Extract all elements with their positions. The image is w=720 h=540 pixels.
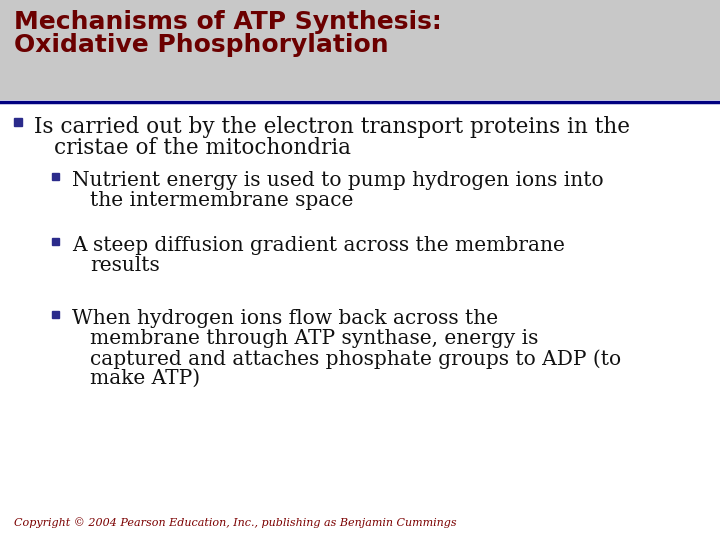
Text: cristae of the mitochondria: cristae of the mitochondria (54, 137, 351, 159)
Bar (52, 173, 59, 180)
Bar (52, 311, 59, 318)
Text: membrane through ATP synthase, energy is: membrane through ATP synthase, energy is (90, 329, 539, 348)
Text: Mechanisms of ATP Synthesis:: Mechanisms of ATP Synthesis: (14, 10, 442, 34)
Text: Copyright © 2004 Pearson Education, Inc., publishing as Benjamin Cummings: Copyright © 2004 Pearson Education, Inc.… (14, 517, 456, 528)
Text: results: results (90, 256, 160, 275)
Text: A steep diffusion gradient across the membrane: A steep diffusion gradient across the me… (72, 236, 565, 255)
Text: Is carried out by the electron transport proteins in the: Is carried out by the electron transport… (34, 116, 630, 138)
Bar (0, 0, 720, 100)
Text: captured and attaches phosphate groups to ADP (to: captured and attaches phosphate groups t… (90, 349, 621, 369)
Text: the intermembrane space: the intermembrane space (90, 191, 354, 210)
Bar (52, 238, 59, 245)
Text: Oxidative Phosphorylation: Oxidative Phosphorylation (14, 33, 389, 57)
Text: When hydrogen ions flow back across the: When hydrogen ions flow back across the (72, 309, 498, 328)
Text: Nutrient energy is used to pump hydrogen ions into: Nutrient energy is used to pump hydrogen… (72, 171, 603, 190)
Text: make ATP): make ATP) (90, 369, 200, 388)
Bar (14, 118, 22, 126)
